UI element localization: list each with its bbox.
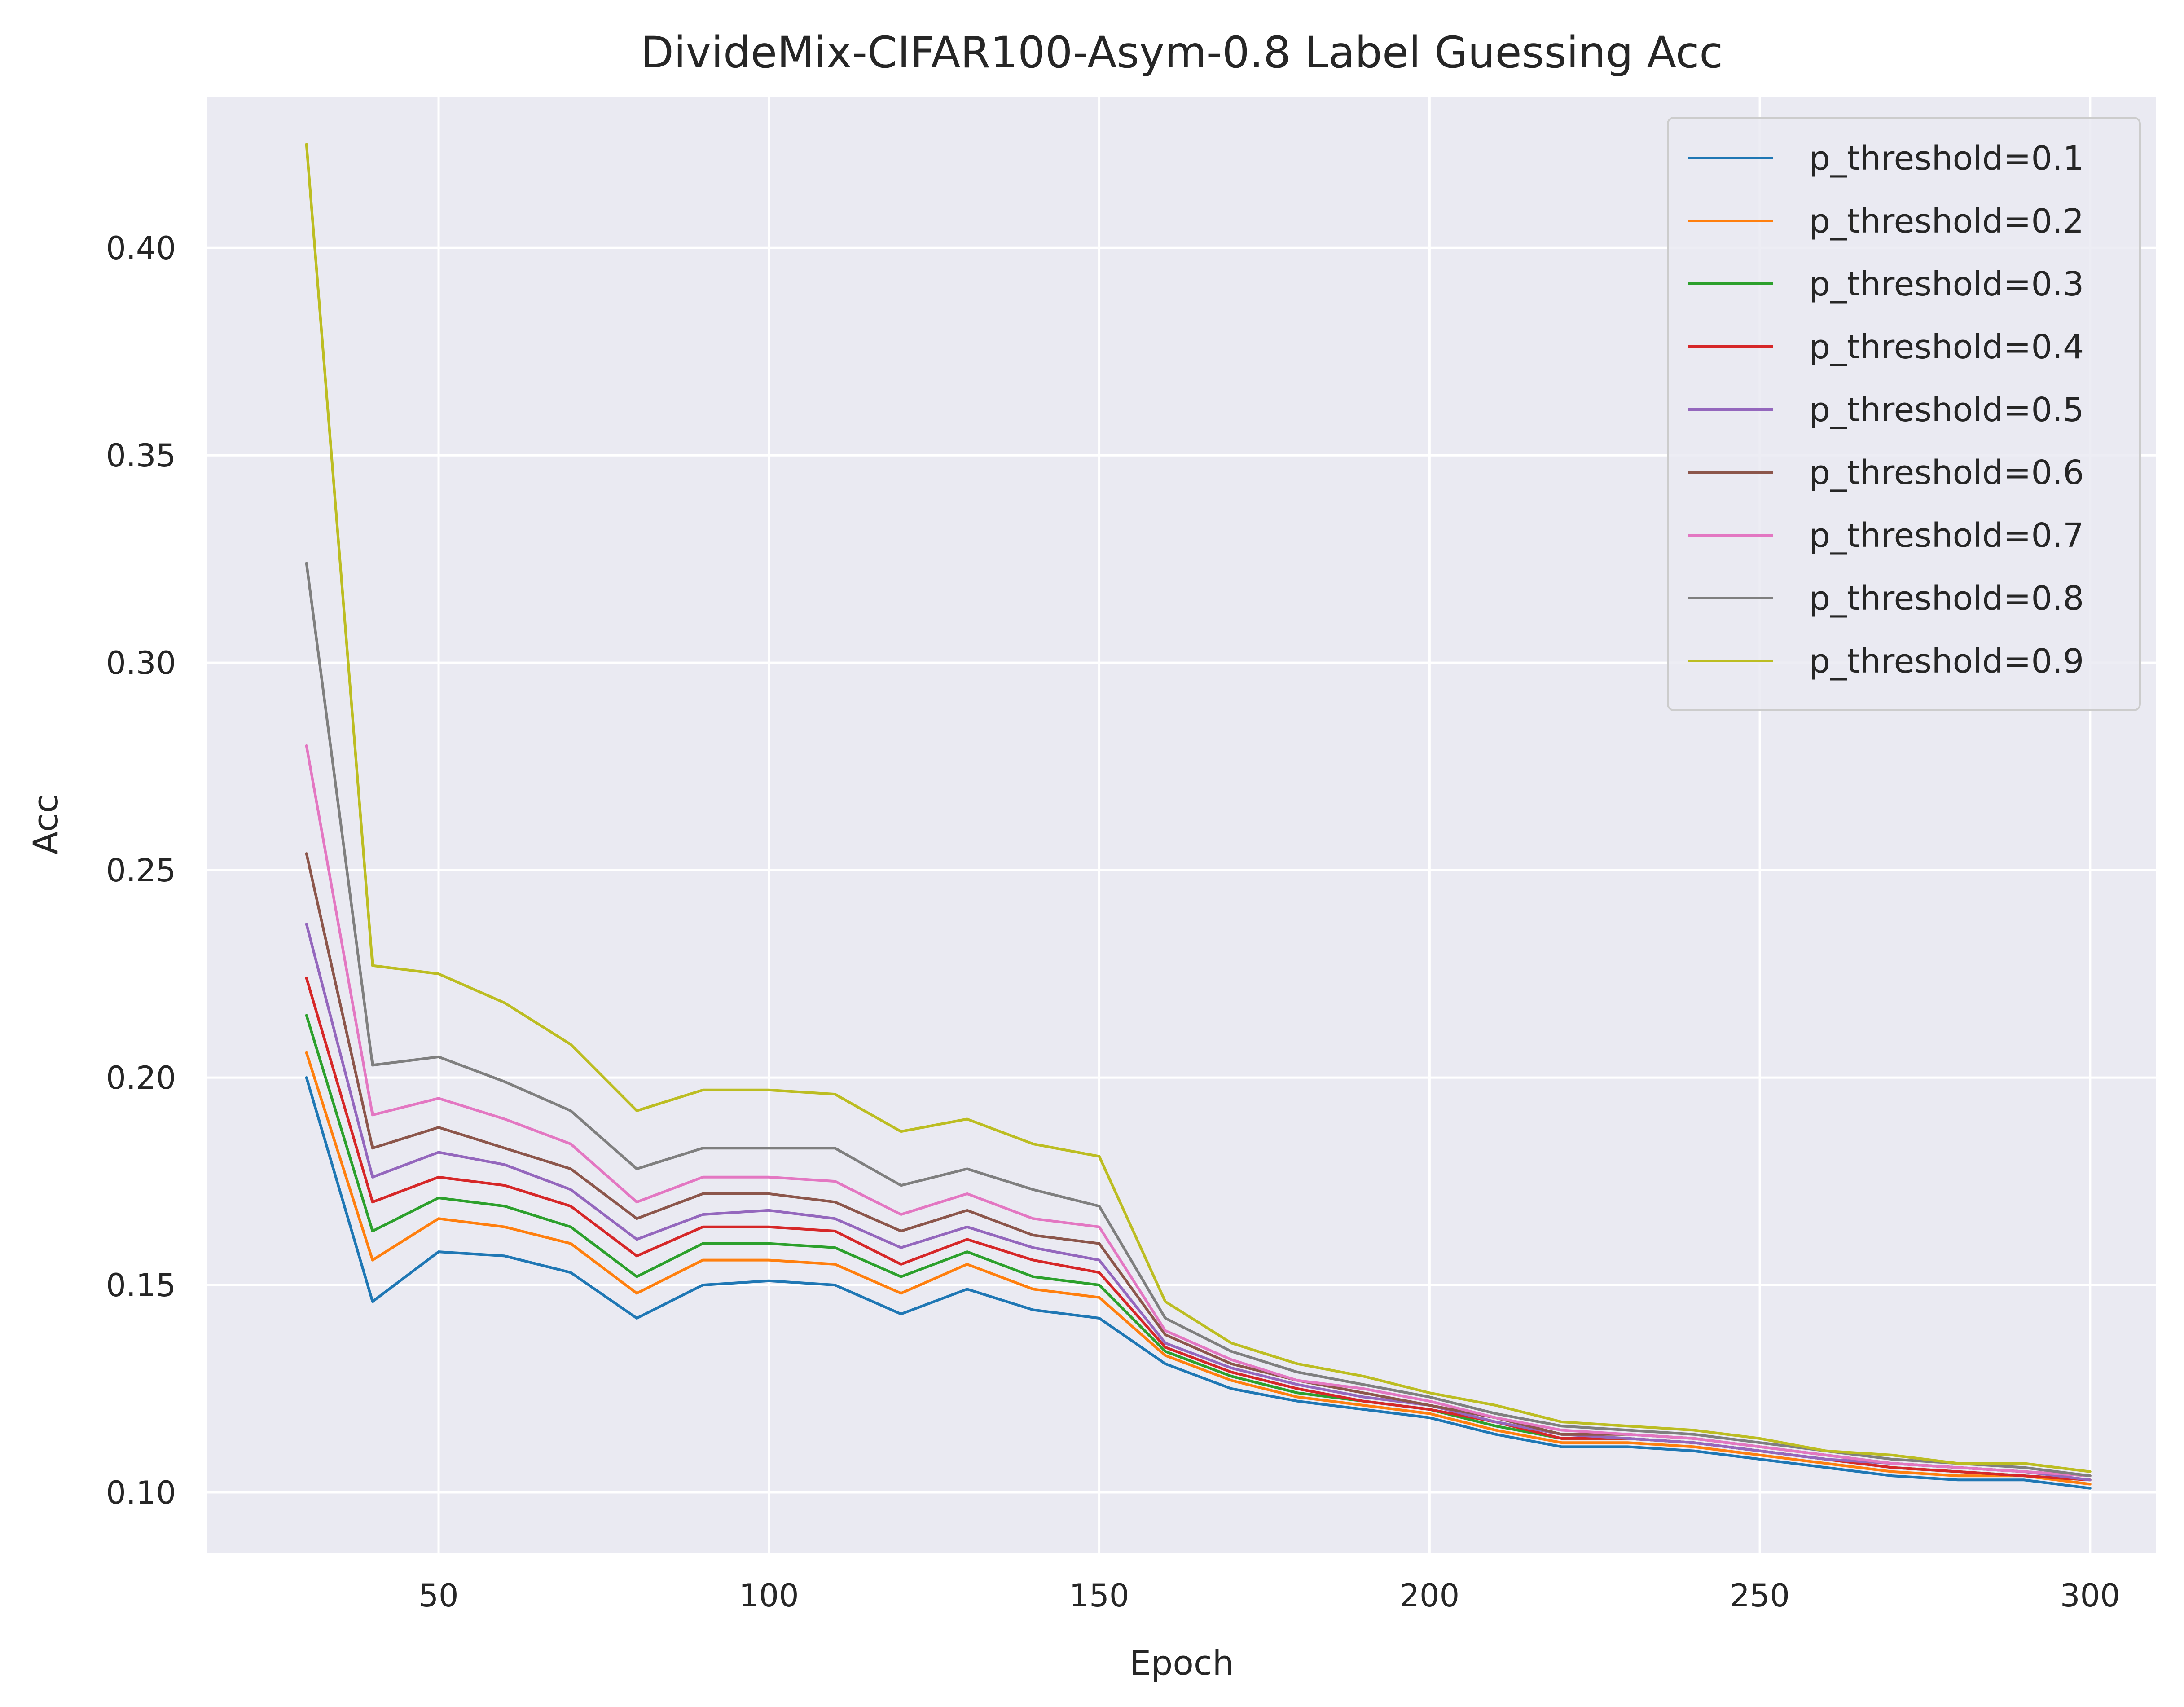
- legend: p_threshold=0.1 p_threshold=0.2 p_threshol…: [1667, 117, 2141, 711]
- x-tick-label: 150: [1069, 1577, 1129, 1614]
- legend-box: [1667, 117, 2141, 711]
- legend-entry-label: p_threshold=0.5: [1809, 391, 2084, 429]
- x-tick-label: 50: [418, 1577, 458, 1614]
- legend-entry-label: p_threshold=0.1: [1809, 139, 2084, 178]
- x-tick-label: 100: [739, 1577, 799, 1614]
- legend-entry-label: p_threshold=0.9: [1809, 642, 2084, 681]
- legend-entry-label: p_threshold=0.7: [1809, 516, 2084, 555]
- legend-entry-label: p_threshold=0.4: [1809, 328, 2084, 366]
- series-line: [305, 923, 2092, 1482]
- y-tick-label: 0.35: [106, 437, 176, 474]
- y-tick-label: 0.10: [106, 1474, 176, 1511]
- legend-entry-label: p_threshold=0.2: [1809, 202, 2084, 241]
- y-axis-label: Acc: [26, 794, 66, 854]
- y-tick-label: 0.25: [106, 852, 176, 889]
- y-tick-label: 0.15: [106, 1267, 176, 1304]
- x-axis-label: Epoch: [1129, 1643, 1234, 1683]
- tick-labels: 50 100 150 200 250 300 0.10 0.15 0.20 0.25 0.30 0.3…: [106, 230, 2120, 1614]
- x-tick-label: 300: [2060, 1577, 2120, 1614]
- legend-entry-label: p_threshold=0.6: [1809, 453, 2084, 492]
- legend-entry-label: p_threshold=0.8: [1809, 579, 2084, 618]
- x-tick-label: 250: [1730, 1577, 1790, 1614]
- chart-title: DivideMix-CIFAR100-Asym-0.8 Label Guessi…: [641, 27, 1723, 78]
- series-line: [305, 1076, 2092, 1490]
- series-line: [305, 744, 2092, 1478]
- data-series: [305, 143, 2092, 1490]
- series-line: [305, 1051, 2092, 1486]
- y-tick-label: 0.40: [106, 230, 176, 267]
- y-tick-label: 0.30: [106, 645, 176, 682]
- x-tick-label: 200: [1400, 1577, 1460, 1614]
- series-line: [305, 562, 2092, 1478]
- series-line: [305, 143, 2092, 1473]
- y-tick-label: 0.20: [106, 1060, 176, 1096]
- legend-entry-label: p_threshold=0.3: [1809, 265, 2084, 304]
